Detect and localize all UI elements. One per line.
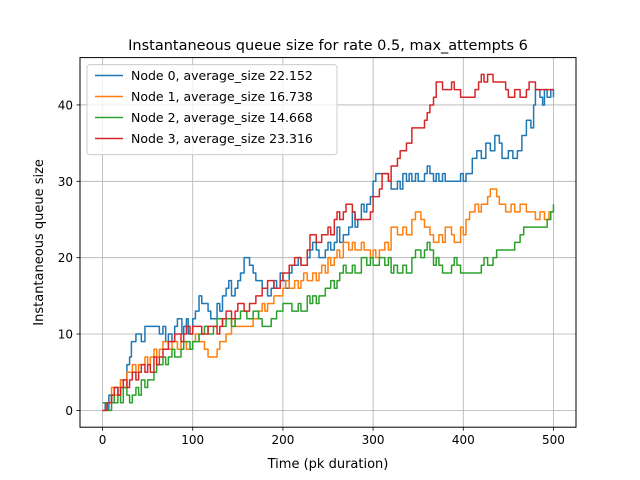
x-tick-label: 300 [362,433,385,447]
series-line-node-1 [102,188,554,412]
x-tick-label: 200 [271,433,294,447]
x-tick-label: 100 [181,433,204,447]
y-tick-label: 10 [58,328,73,342]
legend-label-node-3: Node 3, average_size 23.316 [131,131,313,146]
x-tick-label: 500 [542,433,565,447]
y-tick-label: 0 [65,404,73,418]
legend-box [86,64,338,156]
series-line-node-3 [102,73,554,412]
series-lines [102,73,555,412]
x-axis: 0 100 200 300 400 500 [99,427,565,447]
x-tick-label: 0 [99,433,107,447]
y-tick-label: 30 [58,175,73,189]
legend-label-node-1: Node 1, average_size 16.738 [131,89,313,104]
x-axis-label: Time (pk duration) [267,457,389,472]
x-tick-label: 400 [452,433,475,447]
series-line-node-0 [102,88,555,412]
y-axis: 0 10 20 30 40 [58,98,80,418]
chart-title: Instantaneous queue size for rate 0.5, m… [128,38,528,54]
plot-frame [79,57,577,428]
legend: Node 0, average_size 22.152 Node 1, avera… [86,64,338,156]
legend-label-node-2: Node 2, average_size 14.668 [131,110,313,125]
y-tick-label: 20 [58,251,73,265]
y-tick-label: 40 [58,98,73,112]
legend-label-node-0: Node 0, average_size 22.152 [131,68,313,83]
y-axis-label: Instantaneous queue size [32,159,47,326]
